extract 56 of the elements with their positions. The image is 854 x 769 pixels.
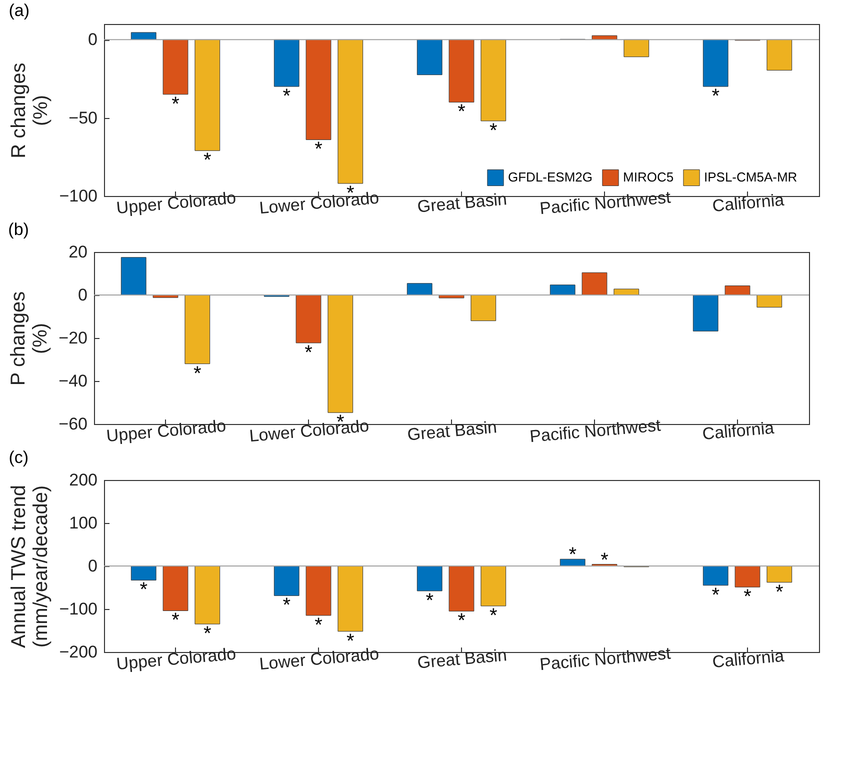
data-label: * bbox=[203, 150, 212, 172]
data-label: * bbox=[282, 594, 291, 617]
data-label: * bbox=[775, 581, 784, 604]
x-tick-label: Great Basin bbox=[406, 418, 498, 444]
data-label: * bbox=[172, 610, 180, 632]
data-label: * bbox=[568, 544, 577, 566]
chart-title: (b) bbox=[8, 220, 29, 239]
y-tick-label: −50 bbox=[68, 108, 98, 128]
x-tick-label: Upper Colorado bbox=[106, 416, 227, 446]
y-tick-label: −100 bbox=[59, 186, 98, 206]
x-tick-label: Upper Colorado bbox=[116, 188, 237, 218]
x-tick-label: California bbox=[702, 418, 776, 444]
y-axis-title: Annual TWS trend (mm/year/decade) bbox=[8, 484, 52, 648]
legend-label: IPSL-CM5A-MR bbox=[704, 170, 798, 185]
data-label: * bbox=[140, 579, 148, 602]
y-tick-label: 20 bbox=[68, 242, 88, 262]
y-tick-label: 0 bbox=[78, 286, 88, 304]
chart-title: (a) bbox=[8, 1, 30, 20]
data-label: * bbox=[712, 86, 720, 108]
y-tick-label: −200 bbox=[59, 642, 98, 662]
data-label: * bbox=[314, 138, 323, 161]
data-label: * bbox=[282, 86, 291, 108]
data-label: * bbox=[458, 610, 466, 632]
x-tick-label: Pacific Northwest bbox=[528, 416, 662, 446]
y-tick-label: −60 bbox=[58, 414, 88, 434]
data-label: * bbox=[203, 623, 212, 646]
chart-title: (c) bbox=[8, 448, 29, 467]
data-label: * bbox=[426, 590, 434, 612]
data-label: * bbox=[314, 614, 323, 636]
y-axis-title: R changes (%) bbox=[8, 62, 52, 158]
y-tick-label: 200 bbox=[69, 470, 98, 490]
y-tick-label: −40 bbox=[58, 372, 88, 390]
x-tick-label: California bbox=[712, 190, 786, 216]
data-label: * bbox=[744, 586, 752, 608]
y-tick-label: 0 bbox=[88, 30, 98, 50]
y-tick-label: 0 bbox=[88, 556, 98, 576]
data-label: * bbox=[304, 342, 313, 364]
y-axis-title: P changes (%) bbox=[8, 291, 52, 386]
x-tick-label: Upper Colorado bbox=[116, 644, 237, 674]
x-tick-label: Pacific Northwest bbox=[538, 188, 672, 218]
data-label: * bbox=[489, 604, 498, 627]
x-tick-label: Pacific Northwest bbox=[538, 644, 672, 674]
y-tick-label: 100 bbox=[69, 514, 98, 532]
data-label: * bbox=[193, 362, 202, 385]
x-tick-label: Great Basin bbox=[416, 646, 508, 672]
y-tick-label: −20 bbox=[58, 328, 88, 348]
x-tick-label: Great Basin bbox=[416, 190, 508, 216]
legend-label: MIROC5 bbox=[623, 170, 674, 185]
legend-label: GFDL-ESM2G bbox=[508, 170, 593, 185]
y-tick-label: −100 bbox=[59, 600, 98, 618]
data-label: * bbox=[172, 93, 180, 116]
data-label: * bbox=[712, 584, 720, 606]
data-label: * bbox=[489, 120, 498, 142]
data-label: * bbox=[600, 549, 609, 572]
x-tick-label: California bbox=[712, 646, 786, 672]
data-label: * bbox=[458, 101, 466, 124]
